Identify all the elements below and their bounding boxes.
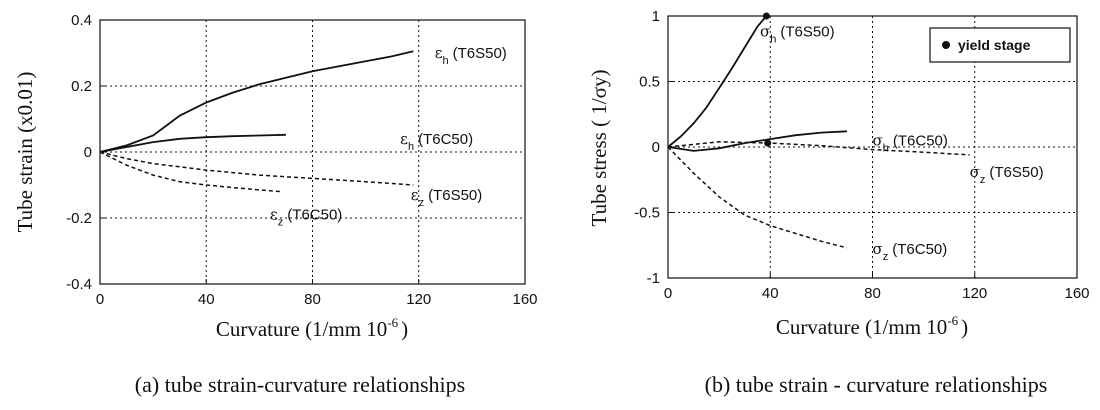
y-ticks-a: -0.4 -0.2 0 0.2 0.4 <box>66 12 105 293</box>
y-axis-title-b: Tube stress ( 1/σy) <box>587 70 611 227</box>
y-tick-label: -1 <box>647 270 660 287</box>
x-tick-label: 0 <box>96 291 104 308</box>
curve-label-2: σh (T6C50) <box>873 131 948 154</box>
legend-label: yield stage <box>958 37 1031 53</box>
y-tick-label: -0.2 <box>66 210 92 227</box>
y-tick-label: 0.4 <box>71 12 92 29</box>
x-tick-label: 80 <box>864 285 881 302</box>
caption-a: (a) tube strain-curvature relationships <box>135 372 465 397</box>
y-tick-label: 1 <box>652 8 660 25</box>
series-line-4 <box>99 151 281 193</box>
grid-a <box>100 20 525 284</box>
x-axis-title-b: Curvature (1/mm 10-6) <box>776 313 968 339</box>
x-tick-label: 40 <box>762 285 779 302</box>
legend-box <box>929 27 1071 63</box>
chart-panel-a: εh (T6S50) εh (T6C50) εz (T6S50) εz (T6C50) 0 40… <box>13 12 538 397</box>
y-tick-label: 0 <box>652 139 660 156</box>
x-axis-title-a: Curvature (1/mm 10-6) <box>216 315 408 341</box>
yield-point-1 <box>762 12 770 20</box>
series-line-4 <box>667 146 848 249</box>
y-axis-title-a: Tube strain (x0.01) <box>13 72 37 233</box>
x-tick-label: 160 <box>512 291 537 308</box>
curve-label-3: σz (T6S50) <box>970 163 1044 186</box>
y-ticks-b: -1 -0.5 0 0.5 1 <box>634 8 673 287</box>
curve-label-4: σz (T6C50) <box>873 240 948 263</box>
yield-point-2 <box>764 139 772 147</box>
curve-labels-b: σh (T6S50) σh (T6C50) σz (T6S50) σz (T6C50) <box>760 23 1044 263</box>
x-ticks-a: 0 40 80 120 160 <box>96 279 538 308</box>
x-tick-label: 120 <box>962 285 987 302</box>
series-line-3 <box>667 141 970 156</box>
y-tick-label: 0.5 <box>639 74 660 91</box>
curve-labels-a: εh (T6S50) εh (T6C50) εz (T6S50) εz (T6C50) <box>270 44 507 229</box>
series-line-3 <box>99 151 414 186</box>
x-tick-label: 0 <box>664 285 672 302</box>
curve-label-3: εz (T6S50) <box>411 186 482 209</box>
curve-label-2: εh (T6C50) <box>400 130 473 153</box>
series-line-2 <box>99 133 286 153</box>
series-line-2 <box>667 130 847 152</box>
x-tick-label: 120 <box>406 291 431 308</box>
series-line-1 <box>99 50 414 153</box>
y-tick-label: -0.4 <box>66 276 92 293</box>
series-group-a <box>99 50 414 193</box>
x-tick-label: 160 <box>1064 285 1089 302</box>
curve-label-4: εz (T6C50) <box>270 206 342 229</box>
legend-b: yield stage <box>929 27 1071 63</box>
y-tick-label: 0 <box>84 144 92 161</box>
legend-marker-dot <box>942 41 950 49</box>
curve-label-1: εh (T6S50) <box>435 44 507 67</box>
y-tick-label: 0.2 <box>71 78 92 95</box>
grid-b <box>668 16 1077 278</box>
x-tick-label: 40 <box>198 291 215 308</box>
curve-label-1: σh (T6S50) <box>760 23 835 46</box>
series-line-1 <box>667 15 768 148</box>
series-group-b <box>667 12 970 249</box>
chart-panel-b: σh (T6S50) σh (T6C50) σz (T6S50) σz (T6C50) 0 40… <box>587 8 1090 397</box>
caption-b: (b) tube strain - curvature relationship… <box>705 372 1048 397</box>
x-ticks-b: 0 40 80 120 160 <box>664 273 1090 302</box>
x-tick-label: 80 <box>304 291 321 308</box>
y-tick-label: -0.5 <box>634 205 660 222</box>
